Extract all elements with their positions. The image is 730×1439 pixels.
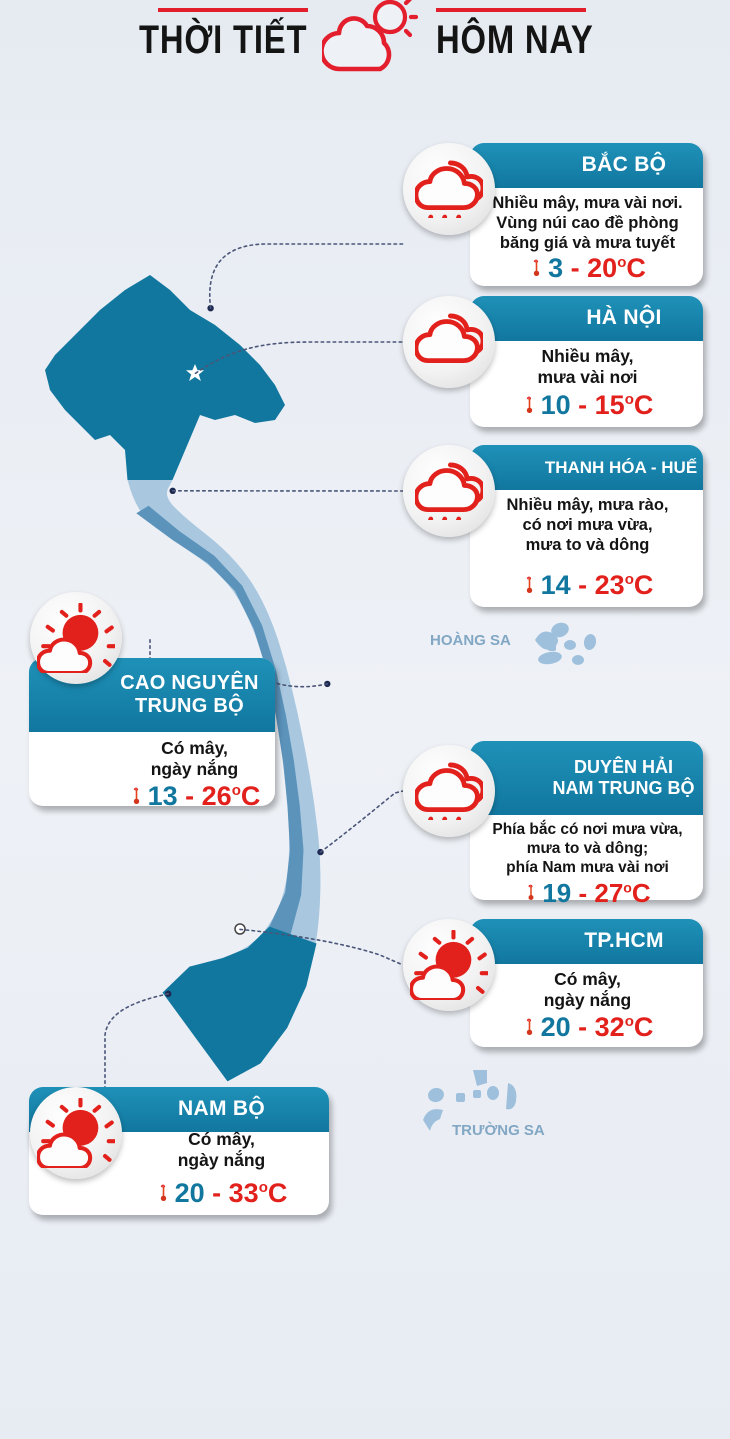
svg-text:HOÀNG SA: HOÀNG SA <box>430 632 511 649</box>
svg-text:TRƯỜNG SA: TRƯỜNG SA <box>452 1121 545 1139</box>
